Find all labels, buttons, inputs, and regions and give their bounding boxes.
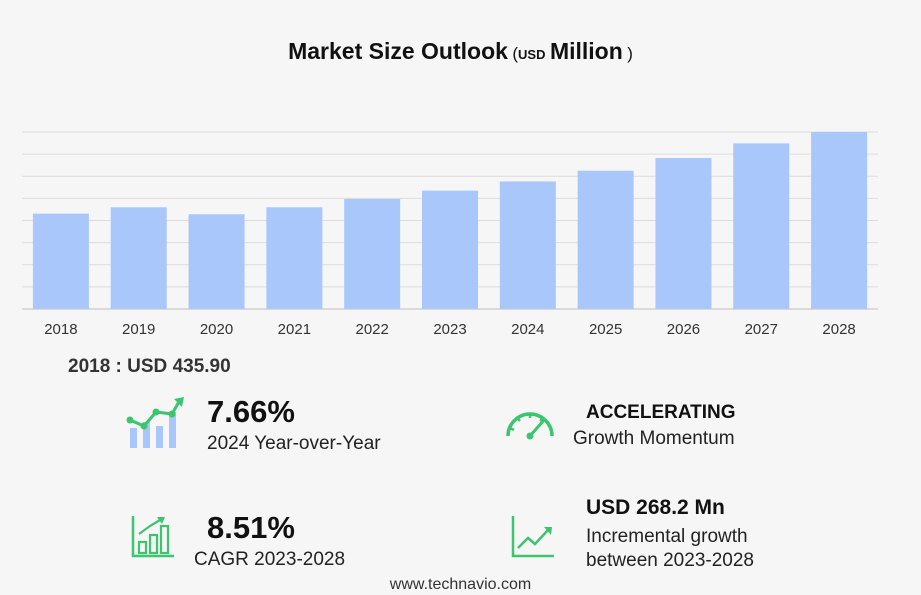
x-tick-label: 2028 xyxy=(822,321,855,338)
momentum-label: Growth Momentum xyxy=(573,428,735,449)
title-unit-big: Million xyxy=(549,38,623,64)
title-unit-small: USD xyxy=(518,47,546,62)
x-tick-label: 2019 xyxy=(122,321,155,338)
incremental-label-2: between 2023-2028 xyxy=(586,550,754,571)
bar-2019 xyxy=(110,207,167,309)
chart-bars xyxy=(32,132,868,309)
cagr-stat: 8.51% CAGR 2023-2028 xyxy=(194,510,345,571)
title-main: Market Size Outlook xyxy=(288,38,508,64)
bar-2020 xyxy=(188,214,245,309)
base-year-label: 2018 : USD xyxy=(68,356,168,377)
x-tick-label: 2021 xyxy=(278,321,311,338)
bar-2025 xyxy=(577,170,634,309)
growth-chart-icon xyxy=(126,397,184,448)
x-tick-label: 2018 xyxy=(44,321,77,338)
x-tick-label: 2024 xyxy=(511,321,544,338)
yoy-label: 2024 Year-over-Year xyxy=(207,433,381,454)
title-paren-close: ) xyxy=(627,44,633,63)
bar-2024 xyxy=(499,181,556,309)
incremental-stat: USD 268.2 Mn Incremental growth between … xyxy=(586,496,754,572)
footer-source: www.technavio.com xyxy=(389,576,532,593)
title-paren-open: ( xyxy=(512,44,519,63)
chart-x-ticks: 2018 2019 2020 2021 2022 2023 2024 2025 2026 2027… xyxy=(44,321,856,338)
bar-2028 xyxy=(811,132,868,309)
bar-2021 xyxy=(266,207,323,309)
bar-chart: 2018 2019 2020 2021 2022 2023 2024 2025 2026 2027… xyxy=(22,131,878,338)
cagr-label: CAGR 2023-2028 xyxy=(194,549,346,570)
yoy-stat: 7.66% 2024 Year-over-Year xyxy=(207,396,381,455)
line-trend-icon xyxy=(511,516,554,558)
x-tick-label: 2023 xyxy=(433,321,466,338)
incremental-value: USD 268.2 Mn xyxy=(586,496,725,519)
yoy-value: 7.66% xyxy=(207,394,295,429)
x-tick-label: 2027 xyxy=(745,321,778,338)
speedometer-icon xyxy=(506,412,554,440)
bar-2022 xyxy=(344,198,401,309)
x-tick-label: 2022 xyxy=(355,321,388,338)
bar-2027 xyxy=(733,143,790,309)
bar-2023 xyxy=(422,190,478,309)
bar-chart-growth-icon xyxy=(131,516,174,558)
momentum-value: ACCELERATING xyxy=(586,402,736,423)
x-tick-label: 2025 xyxy=(589,321,622,338)
bar-2026 xyxy=(655,158,712,309)
x-tick-label: 2026 xyxy=(667,321,700,338)
chart-title: Market Size Outlook (USD Million ) xyxy=(0,38,921,65)
bar-2018 xyxy=(32,213,89,309)
x-tick-label: 2020 xyxy=(200,321,233,338)
momentum-stat: ACCELERATING Growth Momentum xyxy=(573,402,736,450)
base-year-value: 2018 : USD 435.90 xyxy=(68,356,231,378)
cagr-value: 8.51% xyxy=(207,510,295,545)
incremental-label-1: Incremental growth xyxy=(586,526,748,547)
base-year-amount: 435.90 xyxy=(172,356,231,377)
